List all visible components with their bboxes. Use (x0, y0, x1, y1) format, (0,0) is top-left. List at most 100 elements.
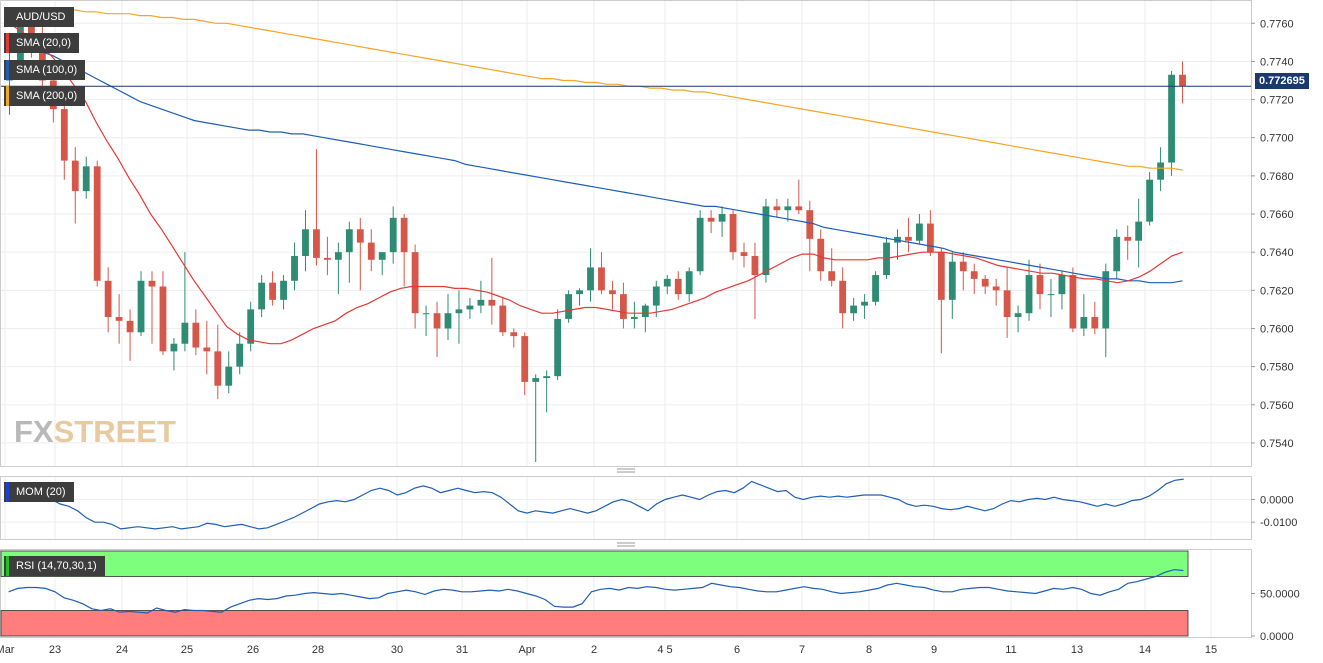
sma20-legend[interactable]: SMA (20,0) (4, 33, 80, 53)
candle-body (378, 252, 386, 260)
y-tick-label: 0.7560 (1260, 400, 1294, 412)
y-tick-label: 50.0000 (1260, 589, 1300, 601)
rsi-swatch (6, 556, 9, 576)
panel-resize-handle[interactable] (617, 468, 635, 473)
candle-body (247, 309, 255, 344)
mom-legend[interactable]: MOM (20) (4, 482, 74, 502)
fxstreet-logo: FXSTREET (14, 414, 176, 450)
x-tick-label: 8 (866, 644, 872, 656)
sma100-line (9, 37, 1183, 284)
candle-body (926, 223, 934, 253)
sma100-swatch (6, 60, 9, 80)
candle-body (707, 217, 715, 222)
mom-label: MOM (20) (16, 486, 66, 498)
y-tick-label: 0.7580 (1260, 362, 1294, 374)
y-tick-label: 0.7700 (1260, 133, 1294, 145)
candle-body (609, 290, 616, 295)
candle-body (1047, 294, 1055, 296)
mom-line (8, 478, 1184, 530)
candle-body (1003, 290, 1011, 318)
x-axis: Mar 23 24 25 26 28 30 31 Apr 2 4 5 6 7 8 9 11 13 14 15 (0, 644, 1217, 656)
sma100-legend[interactable]: SMA (100,0) (4, 60, 86, 80)
candle-body (652, 286, 660, 306)
main-grid (1, 1, 1251, 466)
mom-panel (0, 476, 1252, 540)
x-tick-label: 4 5 (657, 644, 672, 656)
x-tick-label: 14 (1139, 644, 1151, 656)
candle-body (433, 313, 441, 329)
y-tick-label: 0.0000 (1260, 631, 1294, 643)
candle-body (773, 206, 781, 211)
x-tick-label: 6 (734, 644, 740, 656)
y-axis-main: 0.7760 0.7740 0.7720 0.7700 0.7680 0.7660 0.76… (1251, 18, 1294, 450)
candle-body (1036, 275, 1044, 295)
candle-body (356, 229, 364, 243)
candle-body (192, 322, 200, 348)
candle-body (367, 242, 375, 260)
main-panel (0, 0, 1252, 467)
x-tick-label: 13 (1071, 644, 1083, 656)
candle-body (477, 299, 485, 306)
candle-body (148, 280, 156, 287)
candle-body (280, 280, 287, 300)
rsi-line (8, 569, 1184, 614)
candle-body (992, 286, 1000, 291)
candles (6, 8, 1186, 462)
y-tick-label: -0.0100 (1260, 517, 1297, 529)
sma20-label: SMA (20,0) (16, 37, 72, 49)
candle-body (641, 305, 649, 318)
last-price-tag: 0.772695 (1255, 73, 1309, 89)
candle-body (554, 318, 562, 377)
y-tick-label: 0.7600 (1260, 323, 1294, 335)
candle-body (576, 290, 583, 295)
candle-body (784, 206, 792, 211)
x-tick-label: 30 (391, 644, 403, 656)
y-tick-label: 0.7660 (1260, 209, 1294, 221)
candle-body (203, 347, 211, 352)
candle-body (1058, 275, 1066, 295)
logo-fx: FX (14, 414, 54, 449)
sma200-legend[interactable]: SMA (200,0) (4, 86, 86, 106)
candle-body (1157, 162, 1164, 180)
candle-body (937, 252, 945, 300)
candle-body (313, 229, 320, 258)
sma20-line (9, 22, 1183, 345)
symbol-legend[interactable]: AUD/USD (4, 7, 74, 27)
candle-body (861, 301, 868, 306)
symbol-label: AUD/USD (16, 11, 66, 23)
candle-body (60, 109, 68, 161)
candle-body (93, 166, 101, 281)
y-axis-rsi: 50.0000 0.0000 (1251, 589, 1300, 643)
candle-body (565, 294, 572, 319)
x-tick-label: Mar (0, 644, 15, 656)
candle-body (269, 282, 276, 300)
candle-body (181, 322, 189, 344)
candle-body (674, 278, 682, 295)
candle-body (795, 206, 803, 211)
candle-body (685, 271, 693, 295)
sma200-swatch (6, 86, 9, 106)
candle-body (488, 299, 496, 306)
candle-body (620, 294, 627, 319)
panel-resize-handle[interactable] (617, 542, 635, 547)
candle-body (324, 257, 331, 260)
candle-body (334, 252, 342, 260)
candle-body (817, 238, 825, 272)
candle-body (981, 278, 989, 287)
rsi-legend[interactable]: RSI (14,70,30,1) (4, 556, 105, 576)
candle-body (663, 278, 671, 287)
candle-body (806, 210, 814, 239)
candle-body (598, 267, 605, 291)
candle-body (137, 280, 145, 333)
y-tick-label: 0.7760 (1260, 18, 1294, 30)
x-tick-label: 9 (931, 644, 937, 656)
y-tick-label: 0.7720 (1260, 95, 1294, 107)
candle-body (82, 166, 90, 192)
candle-body (839, 280, 847, 314)
candle-body (1146, 179, 1154, 222)
candle-body (883, 242, 890, 276)
candle-body (411, 252, 419, 314)
rsi-overbought-band (0, 550, 1189, 577)
sma200-line (9, 9, 1183, 171)
